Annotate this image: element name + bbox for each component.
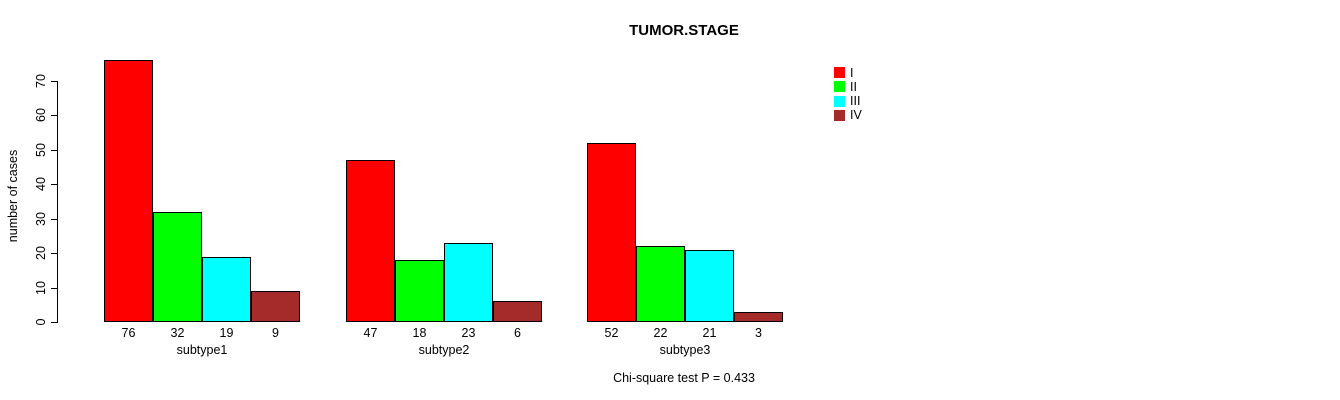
bar-subtype1-stage-III	[202, 257, 251, 322]
y-tick-20	[51, 253, 57, 254]
bar-subtype1-stage-IV	[251, 291, 300, 322]
bar-value-subtype2-stage-III: 23	[461, 326, 476, 340]
y-tick-70	[51, 81, 57, 82]
bar-subtype1-stage-II	[153, 212, 202, 322]
legend-swatch-IV	[834, 109, 845, 121]
bar-value-subtype1-stage-IV: 9	[272, 326, 279, 340]
legend-swatch-II	[834, 81, 845, 93]
bar-value-subtype2-stage-IV: 6	[514, 326, 521, 340]
bar-subtype2-stage-I	[346, 160, 395, 322]
y-tick-0	[51, 322, 57, 323]
bar-value-subtype1-stage-I: 76	[121, 326, 136, 340]
bar-subtype2-stage-III	[444, 243, 493, 322]
bar-subtype2-stage-II	[395, 260, 444, 322]
bar-subtype3-stage-I	[587, 143, 636, 322]
chi-square-annotation: Chi-square test P = 0.433	[613, 371, 755, 385]
y-tick-30	[51, 219, 57, 220]
bar-value-subtype2-stage-I: 47	[363, 326, 378, 340]
legend-label-I: I	[850, 65, 854, 80]
bar-value-subtype1-stage-II: 32	[170, 326, 185, 340]
bar-value-subtype2-stage-II: 18	[412, 326, 427, 340]
y-tick-60	[51, 115, 57, 116]
x-category-label-subtype1: subtype1	[176, 343, 228, 357]
x-category-label-subtype2: subtype2	[418, 343, 470, 357]
chart-title: TUMOR.STAGE	[629, 22, 739, 39]
legend-swatch-I	[834, 67, 845, 78]
bar-subtype3-stage-II	[636, 246, 685, 322]
y-tick-50	[51, 150, 57, 151]
bar-subtype3-stage-IV	[734, 312, 783, 322]
bar-value-subtype1-stage-III: 19	[219, 326, 234, 340]
bar-value-subtype3-stage-I: 52	[604, 326, 619, 340]
legend-label-IV: IV	[850, 108, 862, 123]
bar-subtype1-stage-I	[104, 60, 153, 322]
y-tick-10	[51, 288, 57, 289]
x-category-label-subtype3: subtype3	[659, 343, 711, 357]
bar-value-subtype3-stage-IV: 3	[755, 326, 762, 340]
legend-label-III: III	[850, 94, 861, 109]
legend-swatch-III	[834, 95, 845, 107]
y-axis-line	[57, 81, 58, 323]
bar-value-subtype3-stage-II: 22	[653, 326, 668, 340]
y-tick-40	[51, 184, 57, 185]
bar-value-subtype3-stage-III: 21	[702, 326, 717, 340]
bar-subtype2-stage-IV	[493, 301, 542, 322]
bar-subtype3-stage-III	[685, 250, 734, 322]
legend-label-II: II	[850, 79, 857, 94]
